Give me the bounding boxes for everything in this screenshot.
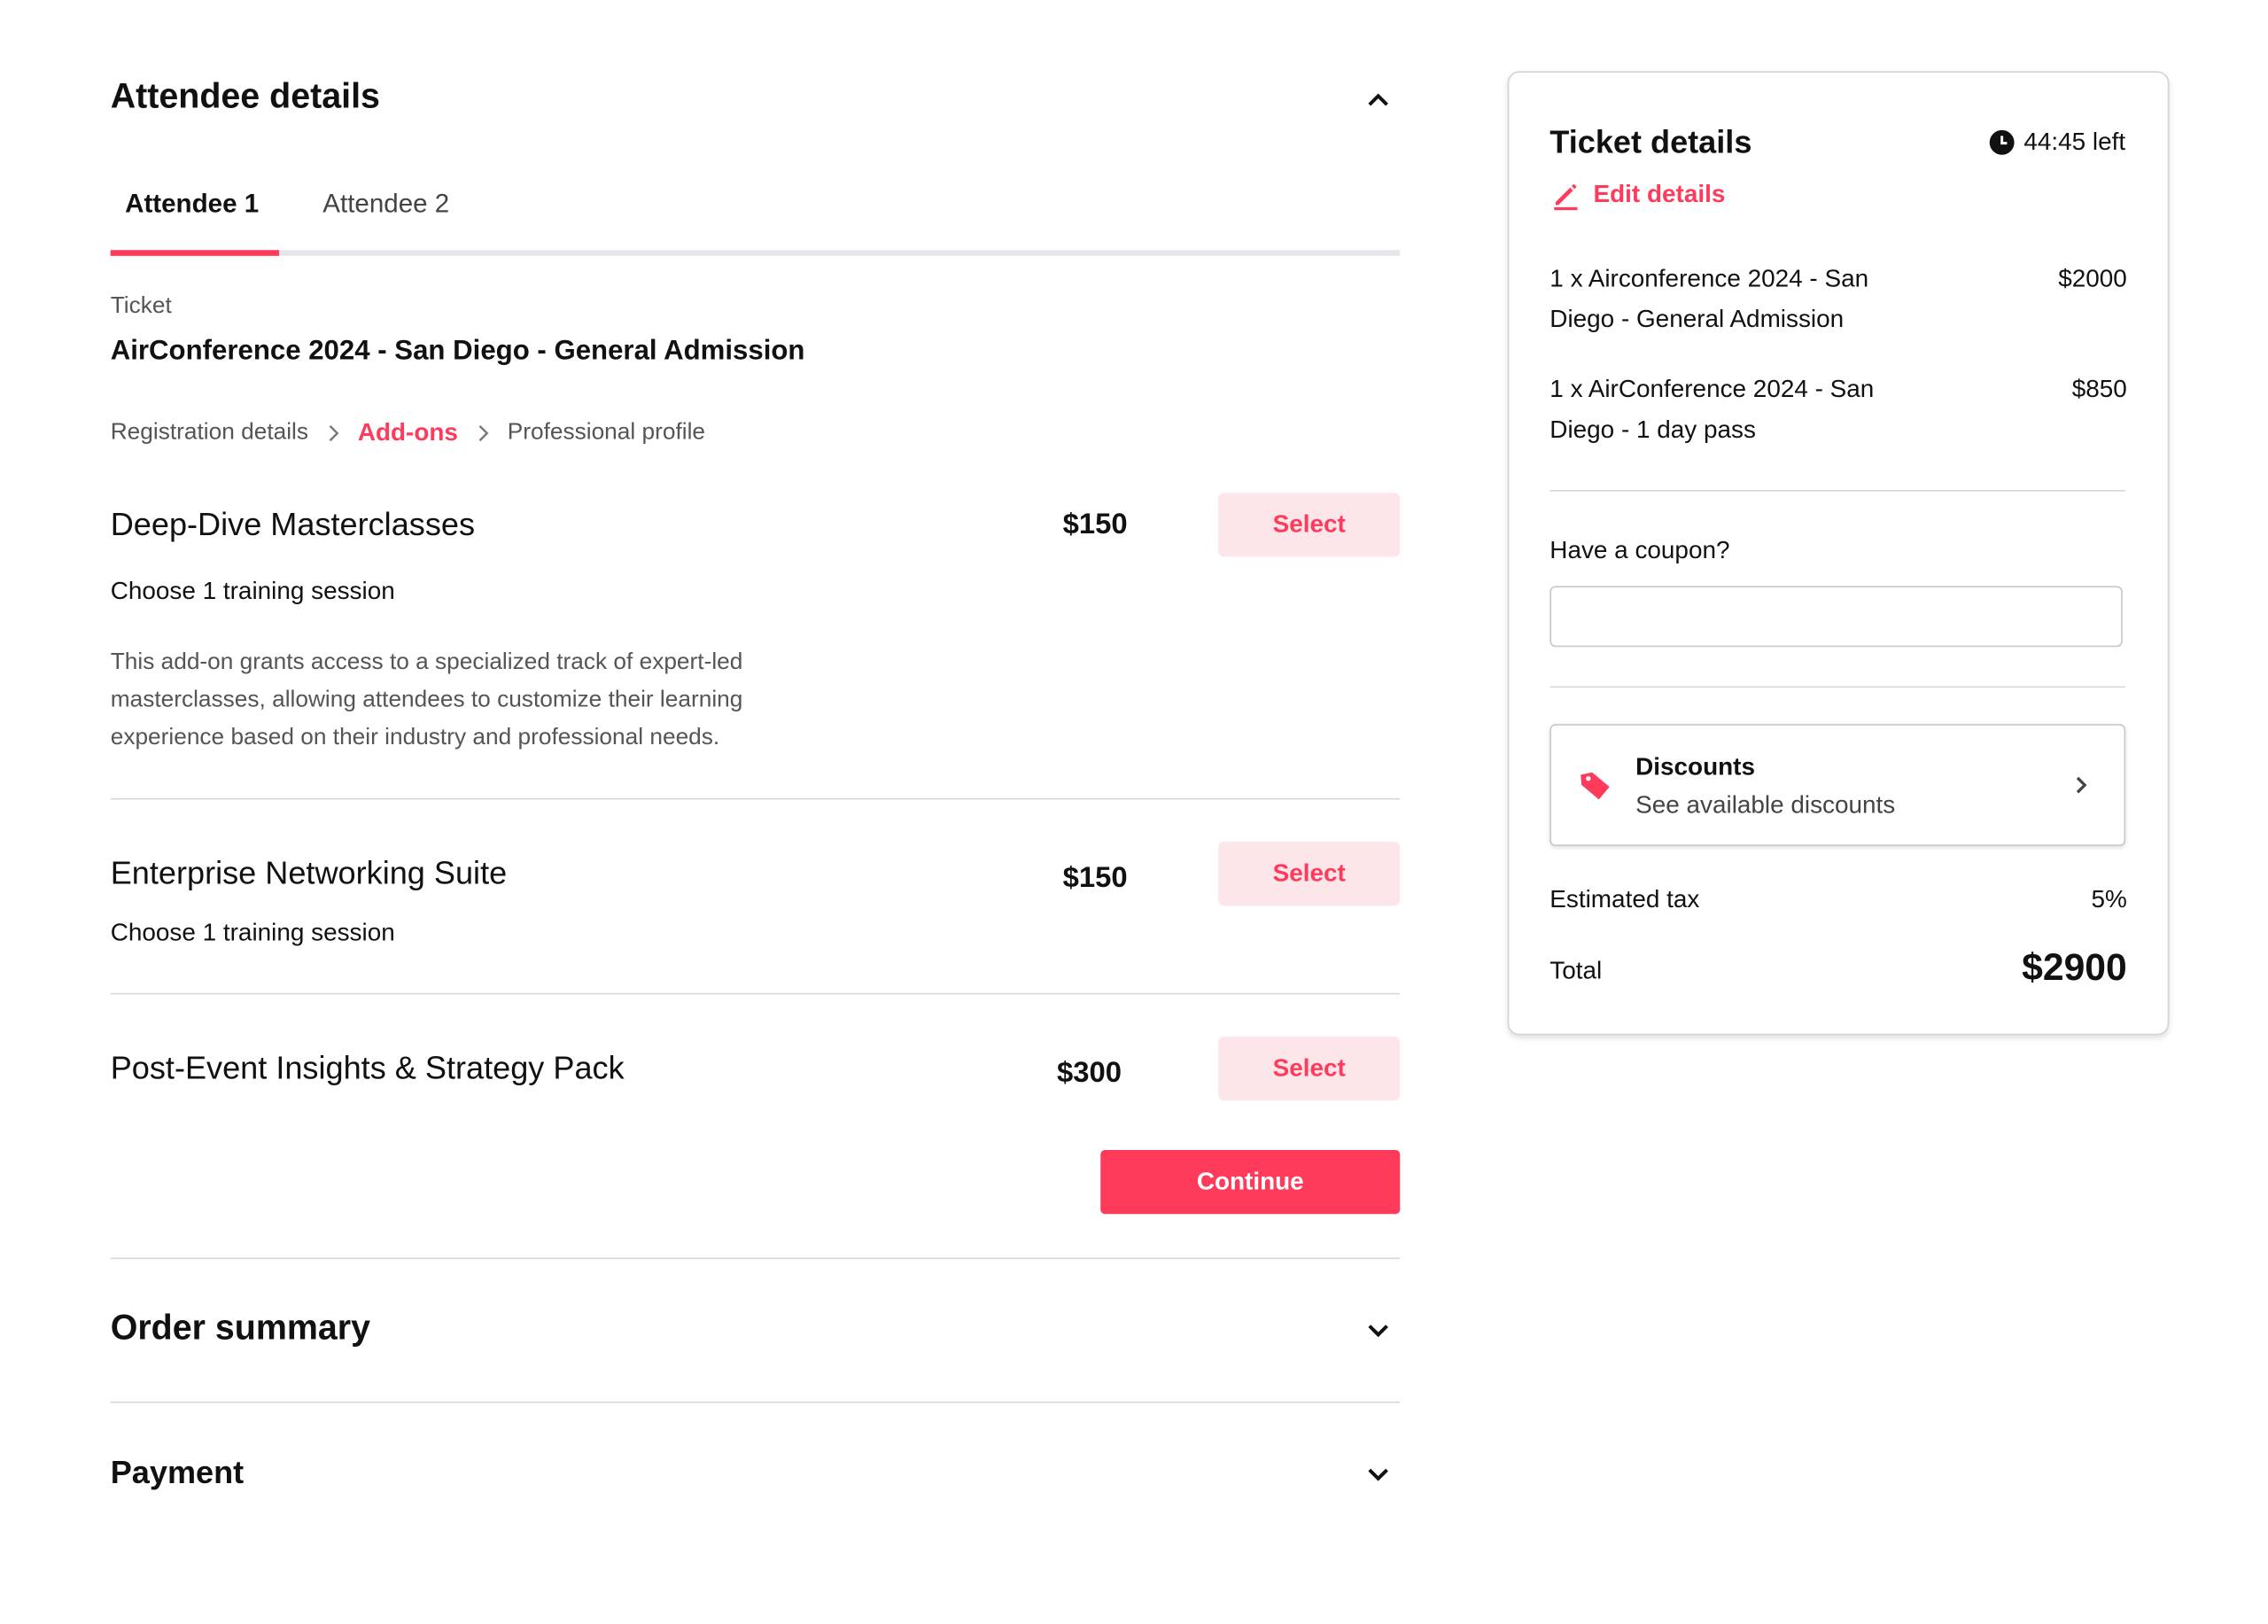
line-item-name: Diego - 1 day pass [1550,416,1756,444]
line-item-name: 1 x AirConference 2024 - San [1550,375,1875,403]
discounts-title: Discounts [1635,753,1755,781]
attendee-details-title: Attendee details [110,76,380,117]
chevron-up-icon[interactable] [1363,84,1394,116]
payment-title[interactable]: Payment [110,1454,245,1491]
clock-icon [1989,129,2015,155]
chevron-right-icon [2076,776,2087,794]
chevron-right-icon [329,424,339,442]
line-item-price: $850 [2071,375,2127,403]
addon-subtitle: Choose 1 training session [110,577,395,605]
chevron-down-icon[interactable] [1363,1458,1394,1490]
addon-description: This add-on grants access to a specializ… [111,644,743,758]
addon-title: Post-Event Insights & Strategy Pack [110,1049,625,1086]
tab-attendee-1[interactable]: Attendee 1 [125,189,260,219]
tab-track [110,250,1401,256]
coupon-label: Have a coupon? [1550,536,1730,564]
line-item: 1 x AirConference 2024 - San Diego - 1 d… [1550,369,1874,451]
tag-icon [1581,772,1610,800]
divider [110,992,1401,995]
timer-text: 44:45 left [2023,128,2126,156]
continue-button[interactable]: Continue [1100,1150,1401,1215]
tax-label: Estimated tax [1550,885,1700,913]
divider [1550,686,2126,688]
select-button[interactable]: Select [1218,842,1401,906]
divider [110,1257,1401,1260]
pencil-icon [1554,183,1578,211]
total-label: Total [1550,956,1603,984]
addon-title: Enterprise Networking Suite [110,854,508,891]
total-value: $2900 [2022,944,2127,989]
edit-details-label: Edit details [1593,180,1726,208]
divider [110,1401,1401,1403]
tab-attendee-2[interactable]: Attendee 2 [322,189,450,219]
line-item-price: $2000 [2058,264,2127,292]
tax-value: 5% [2091,885,2127,913]
tab-active-indicator [110,250,280,256]
discounts-button[interactable]: Discounts See available discounts [1550,724,2126,847]
edit-details-link[interactable]: Edit details [1550,179,1725,211]
chevron-down-icon[interactable] [1363,1314,1394,1346]
ticket-name: AirConference 2024 - San Diego - General… [110,336,805,367]
timer: 44:45 left [1989,128,2125,157]
ticket-details-title: Ticket details [1550,123,1752,160]
chevron-right-icon [478,424,489,442]
step-add-ons[interactable]: Add-ons [357,418,458,447]
addon-price: $150 [1062,509,1128,541]
description-line: This add-on grants access to a specializ… [110,649,743,675]
line-item-name: 1 x Airconference 2024 - San [1550,264,1869,292]
step-registration-details[interactable]: Registration details [110,420,309,446]
select-button[interactable]: Select [1218,1037,1401,1101]
addon-price: $300 [1057,1057,1122,1090]
coupon-input[interactable] [1550,586,2123,648]
line-item-name: Diego - General Admission [1550,305,1845,333]
discounts-subtitle: See available discounts [1635,790,1896,819]
description-line: experience based on their industry and p… [110,725,720,750]
divider [110,797,1401,800]
description-line: masterclasses, allowing attendees to cus… [110,688,743,713]
order-summary-title[interactable]: Order summary [110,1308,371,1348]
select-button[interactable]: Select [1218,493,1401,557]
line-item: 1 x Airconference 2024 - San Diego - Gen… [1550,259,1868,340]
divider [1550,490,2126,492]
step-professional-profile[interactable]: Professional profile [507,420,706,446]
addon-price: $150 [1062,862,1128,895]
ticket-label: Ticket [110,293,172,319]
addon-subtitle: Choose 1 training session [110,919,395,947]
addon-title: Deep-Dive Masterclasses [110,506,476,543]
ticket-details-card: Ticket details 44:45 left Edit details 1… [1507,71,2170,1036]
breadcrumb: Registration details Add-ons Professiona… [111,419,705,448]
